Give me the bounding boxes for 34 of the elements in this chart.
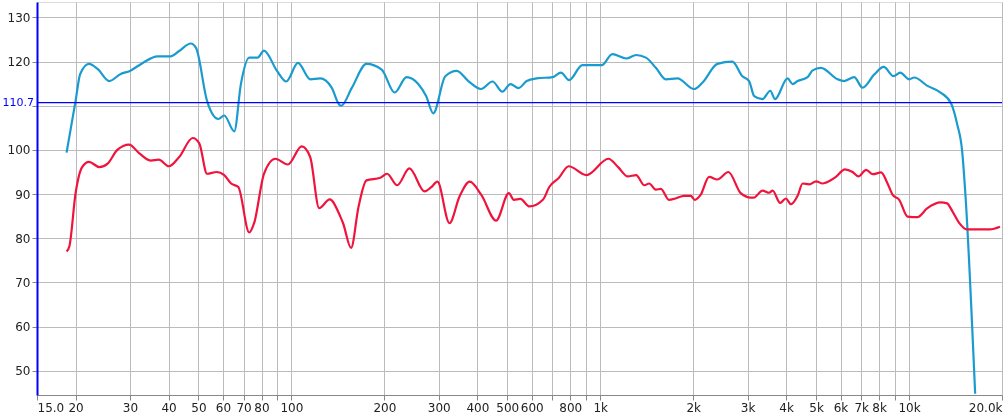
ref-line-label: 110.7 [2, 95, 34, 109]
x-tick-label: 60 [215, 400, 232, 415]
x-tick-label: 20 [68, 400, 84, 415]
x-tick-label: 2k [686, 400, 702, 415]
y-tick-label: 50 [15, 364, 31, 379]
x-tick-label: 7k [854, 400, 870, 415]
y-tick-label: 130 [7, 10, 31, 25]
x-tick-label: 80 [254, 400, 270, 415]
x-tick-label: 800 [559, 400, 583, 415]
x-tick-label: 40 [161, 400, 177, 415]
y-tick-label: 60 [15, 320, 31, 335]
x-tick-label: 200 [373, 400, 397, 415]
x-tick-label: 100 [280, 400, 304, 415]
x-tick-label: 3k [740, 400, 756, 415]
x-tick-label: 600 [520, 400, 544, 415]
x-tick-label: 6k [833, 400, 849, 415]
x-tick-label: 300 [427, 400, 451, 415]
x-tick-label: 15.0 [37, 400, 65, 415]
x-tick-label: 400 [466, 400, 490, 415]
x-tick-label: 70 [236, 400, 252, 415]
x-tick-label: 30 [122, 400, 139, 415]
y-tick-label: 80 [15, 231, 31, 246]
x-tick-label: 8k [872, 400, 887, 415]
y-tick-label: 120 [7, 55, 31, 70]
x-tick-label: 1k [593, 400, 609, 415]
x-tick-label: 10k [898, 400, 921, 415]
x-tick-label: 20.0k [968, 400, 1003, 415]
y-tick-label: 90 [15, 187, 31, 202]
y-tick-label: 70 [15, 275, 31, 290]
x-tick-label: 4k [779, 400, 794, 415]
x-tick-label: 5k [809, 400, 824, 415]
x-tick-label: 500 [496, 400, 520, 415]
x-tick-label: 50 [191, 400, 207, 415]
y-tick-label: 100 [7, 143, 31, 158]
